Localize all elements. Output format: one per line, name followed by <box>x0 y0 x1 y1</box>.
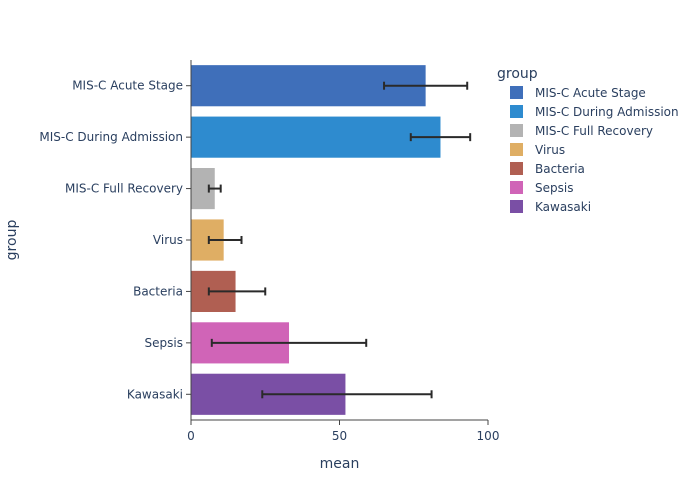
error-bar-3 <box>207 236 243 244</box>
legend-item-2: MIS-C Full Recovery <box>510 124 653 138</box>
bar-1 <box>191 116 441 158</box>
y-tick-label: MIS-C During Admission <box>39 130 183 144</box>
legend-item-6: Kawasaki <box>510 200 591 214</box>
x-tick-label: 0 <box>187 429 195 443</box>
y-tick-label: Virus <box>153 233 183 247</box>
y-tick-label: Bacteria <box>133 284 183 298</box>
legend-swatch <box>510 86 523 99</box>
bars-layer <box>191 65 441 415</box>
legend-item-1: MIS-C During Admission <box>510 105 679 119</box>
legend-label: MIS-C Acute Stage <box>535 86 646 100</box>
legend-label: MIS-C During Admission <box>535 105 679 119</box>
legend-item-4: Bacteria <box>510 162 585 176</box>
y-tick-label: MIS-C Acute Stage <box>72 79 183 93</box>
error-bar-5 <box>210 338 368 347</box>
x-axis-title: mean <box>320 456 360 472</box>
error-bar-0 <box>383 81 469 90</box>
legend-item-5: Sepsis <box>510 181 573 195</box>
legend-swatch <box>510 200 523 213</box>
legend-label: Kawasaki <box>535 200 591 214</box>
bar-2 <box>191 168 215 210</box>
y-tick-label: Sepsis <box>145 336 183 350</box>
legend-swatch <box>510 143 523 156</box>
legend-items: MIS-C Acute Stage MIS-C During Admission M… <box>510 86 679 214</box>
legend-item-0: MIS-C Acute Stage <box>510 86 646 100</box>
y-tick-label: Kawasaki <box>127 387 183 401</box>
error-bar-4 <box>207 287 267 296</box>
error-bars-layer <box>207 81 472 399</box>
legend-title: group <box>497 66 538 82</box>
legend-label: MIS-C Full Recovery <box>535 124 653 138</box>
x-tick-label: 100 <box>477 429 500 443</box>
x-ticks: 0 50 100 <box>187 420 499 443</box>
legend-swatch <box>510 181 523 194</box>
legend-swatch <box>510 105 523 118</box>
legend-label: Bacteria <box>535 162 585 176</box>
y-axis-title: group <box>4 220 20 261</box>
legend: group MIS-C Acute Stage MIS-C During Admi… <box>497 66 679 214</box>
legend-swatch <box>510 124 523 137</box>
legend-item-3: Virus <box>510 143 565 157</box>
error-bar-1 <box>409 133 472 142</box>
y-ticks: MIS-C Acute Stage MIS-C During Admission M… <box>39 79 191 401</box>
y-tick-label: MIS-C Full Recovery <box>65 182 183 196</box>
legend-label: Sepsis <box>535 181 573 195</box>
legend-swatch <box>510 162 523 175</box>
error-bar-2 <box>207 184 222 193</box>
error-bar-6 <box>261 390 433 399</box>
legend-label: Virus <box>535 143 565 157</box>
x-tick-label: 50 <box>332 429 347 443</box>
